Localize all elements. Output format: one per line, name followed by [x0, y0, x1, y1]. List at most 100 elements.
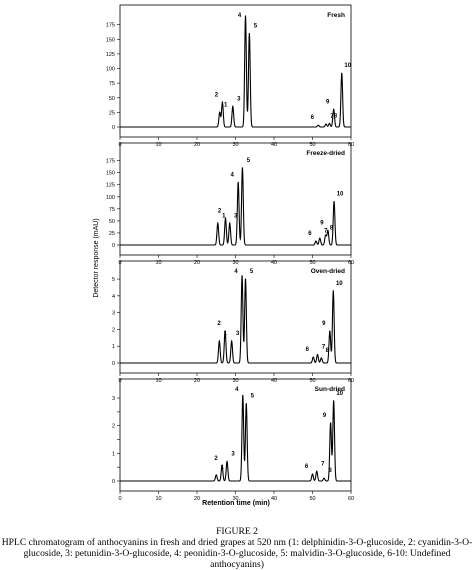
peak-point — [248, 32, 250, 35]
x-tick-label: 20 — [194, 378, 200, 384]
peak-label: 8 — [334, 113, 338, 119]
peak-label: 4 — [231, 172, 235, 178]
peak-label: 2 — [217, 321, 221, 327]
peak-label: 2 — [214, 456, 218, 462]
peak-point — [316, 354, 319, 356]
peak-point — [215, 474, 217, 476]
peak-point — [323, 477, 325, 479]
y-tick-label: 125 — [106, 183, 115, 189]
peak-point — [312, 356, 314, 358]
peak-point — [324, 234, 327, 236]
peak-point — [221, 465, 223, 467]
peak-point — [244, 278, 247, 280]
peak-label: 6 — [306, 347, 310, 353]
peak-label: 10 — [336, 281, 343, 287]
peak-point — [245, 402, 247, 405]
x-tick-label: 40 — [271, 496, 277, 502]
x-tick-label: 30 — [232, 260, 238, 266]
x-tick-label: 10 — [155, 260, 161, 266]
y-tick-label: 25 — [109, 110, 115, 116]
x-tick-label: 20 — [194, 260, 200, 266]
peak-point — [328, 122, 331, 125]
peak-point — [237, 181, 239, 183]
peak-point — [229, 222, 231, 224]
y-tick-label: 0 — [112, 361, 115, 367]
peak-point — [333, 108, 335, 111]
peak-label: 3 — [231, 452, 235, 458]
chromatogram-trace — [120, 15, 351, 128]
peak-point — [329, 422, 332, 424]
y-tick-label: 1 — [112, 451, 115, 457]
peak-point — [333, 400, 335, 402]
chromatogram-trace — [120, 275, 351, 364]
chromatogram-trace — [120, 167, 351, 246]
x-tick-label: 10 — [155, 142, 161, 148]
x-axis-title: Retention time (min) — [202, 500, 270, 507]
y-tick-label: 3 — [112, 311, 115, 317]
peak-label: 10 — [336, 391, 343, 397]
x-tick-label: 50 — [309, 496, 315, 502]
peak-label: 6 — [305, 464, 309, 470]
peak-point — [221, 101, 224, 104]
peak-label: 9 — [320, 221, 324, 227]
y-tick-label: 0 — [112, 243, 115, 249]
panel-title: Freeze-dried — [306, 150, 345, 157]
peak-point — [317, 124, 319, 126]
x-tick-label: 30 — [232, 378, 238, 384]
peak-label: 2 — [215, 92, 219, 98]
figure-label: FIGURE 2 — [216, 526, 258, 537]
x-tick-label: 20 — [194, 142, 200, 148]
y-tick-label: 150 — [106, 37, 115, 43]
panel-title: Fresh — [327, 12, 345, 19]
peak-label: 6 — [311, 115, 315, 121]
x-tick-label: 50 — [309, 142, 315, 148]
peak-point — [320, 357, 322, 359]
peak-point — [341, 72, 343, 74]
peak-point — [231, 340, 233, 342]
x-tick-label: 10 — [155, 378, 161, 384]
y-tick-label: 100 — [106, 67, 115, 73]
y-tick-label: 175 — [106, 159, 115, 165]
figure-caption: HPLC chromatogram of anthocyanins in fre… — [1, 537, 473, 570]
y-tick-label: 2 — [112, 327, 115, 333]
peak-point — [224, 330, 226, 332]
peak-point — [244, 15, 247, 17]
y-tick-label: 0 — [112, 479, 115, 485]
x-tick-label: 20 — [194, 496, 200, 502]
y-tick-label: 175 — [106, 23, 115, 29]
peak-label: 9 — [323, 413, 327, 419]
peak-point — [325, 123, 327, 125]
peak-label: 9 — [326, 99, 330, 105]
x-tick-label: 30 — [232, 142, 238, 148]
y-tick-label: 75 — [109, 81, 115, 87]
peak-label: 8 — [330, 225, 334, 231]
peak-label: 4 — [235, 387, 239, 393]
x-tick-label: 40 — [271, 142, 277, 148]
peak-label: 1 — [221, 465, 225, 471]
peak-label: 5 — [250, 269, 254, 275]
peak-point — [332, 290, 334, 292]
y-tick-label: 0 — [112, 125, 115, 131]
peak-point — [224, 217, 227, 220]
y-tick-label: 4 — [112, 294, 115, 300]
peak-label: 8 — [326, 348, 330, 354]
peak-point — [241, 167, 244, 169]
peak-label: 10 — [337, 192, 344, 198]
y-axis-title: Detector response (mAU) — [93, 218, 100, 297]
peak-label: 7 — [321, 461, 325, 467]
peak-label: 1 — [224, 331, 228, 337]
peak-point — [327, 229, 329, 232]
peak-label: 7 — [322, 345, 326, 351]
y-tick-label: 50 — [109, 96, 115, 102]
peak-label: 3 — [236, 331, 240, 337]
peak-label: 1 — [222, 213, 226, 219]
peak-point — [232, 105, 234, 108]
peak-point — [311, 473, 314, 475]
peak-label: 8 — [328, 468, 332, 474]
peak-point — [226, 461, 228, 463]
peak-point — [242, 394, 244, 396]
